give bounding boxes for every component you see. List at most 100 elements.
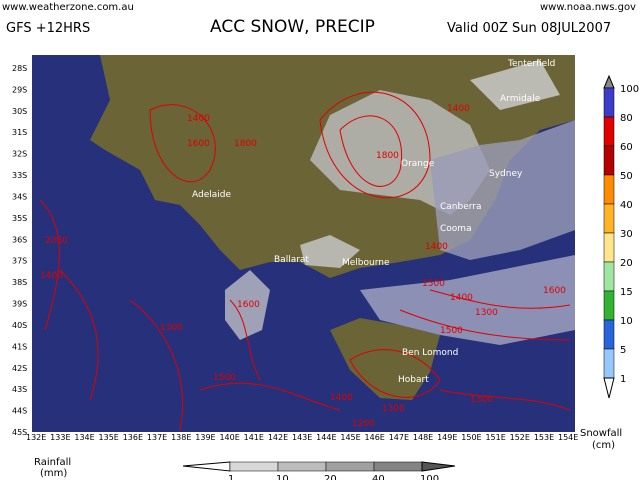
rain-legend-label: 10	[276, 474, 289, 480]
lat-label: 45S	[12, 428, 27, 437]
contour	[319, 91, 431, 199]
legend-cap	[182, 461, 231, 472]
legend-swatch	[277, 461, 327, 472]
legend-swatch	[603, 174, 615, 205]
contour-label: 1300	[160, 323, 183, 333]
snow-legend-label: 15	[620, 287, 633, 298]
city-labels: Tenterfield Armidale Orange Sydney Adela…	[192, 59, 555, 385]
source-url: www.noaa.nws.gov	[540, 2, 636, 13]
lon-label: 151E	[485, 433, 505, 442]
legend-swatch	[603, 87, 615, 118]
contour-label: 1400	[187, 114, 210, 124]
latitude-labels: 28S 29S 30S 31S 32S 33S 34S 35S 36S 37S 38S 39S 40S 4…	[12, 64, 27, 437]
contour-labels: 2050 1400 1300 1600 1500 1400 1300 1200 …	[40, 104, 566, 429]
lon-label: 139E	[195, 433, 215, 442]
contour-label: 1500	[422, 279, 445, 289]
contour-label: 1800	[376, 151, 399, 161]
rain-legend-label: 20	[324, 474, 337, 480]
contour-label: 1300	[475, 308, 498, 318]
lon-label: 149E	[437, 433, 457, 442]
legend-swatch	[603, 290, 615, 321]
legend-cap	[421, 461, 456, 472]
contour	[129, 299, 184, 431]
lat-label: 35S	[12, 214, 27, 223]
rain-legend-title: Rainfall	[34, 457, 71, 468]
snow-legend-unit: (cm)	[592, 440, 615, 451]
snow-legend-label: 5	[620, 345, 626, 356]
lat-label: 28S	[12, 64, 27, 73]
contour	[199, 382, 341, 411]
lat-label: 44S	[12, 407, 27, 416]
contour	[39, 199, 60, 331]
lon-label: 154E	[558, 433, 578, 442]
city-label: Hobart	[398, 375, 429, 385]
longitude-labels: 132E 133E 134E 135E 136E 137E 138E 139E 140E 141E…	[26, 433, 578, 442]
snow-legend-label: 1	[620, 374, 626, 385]
city-label: Adelaide	[192, 190, 231, 200]
rain-legend-label: 100	[420, 474, 439, 480]
contour-label: 1200	[352, 419, 375, 429]
contour-label: 1400	[450, 293, 473, 303]
lon-label: 145E	[340, 433, 360, 442]
snow-area	[470, 60, 560, 110]
contour	[439, 389, 571, 411]
city-label: Melbourne	[342, 258, 390, 268]
rain-legend-label: 40	[372, 474, 385, 480]
lat-label: 29S	[12, 85, 27, 94]
lon-label: 150E	[461, 433, 481, 442]
map	[32, 55, 575, 432]
rain-area	[430, 120, 575, 260]
lon-label: 144E	[316, 433, 336, 442]
lat-label: 42S	[12, 364, 27, 373]
map-title: ACC SNOW, PRECIP	[210, 17, 375, 37]
lat-label: 41S	[12, 342, 27, 351]
site-url: www.weatherzone.com.au	[2, 2, 134, 13]
lat-label: 37S	[12, 257, 27, 266]
lat-label: 38S	[12, 278, 27, 287]
snow-area	[300, 235, 360, 268]
snow-legend-label: 100	[620, 84, 639, 95]
lon-label: 142E	[268, 433, 288, 442]
city-label: Tenterfield	[507, 59, 555, 69]
legend-swatch	[603, 116, 615, 147]
legend-cap	[603, 74, 615, 89]
legend-swatch	[603, 348, 615, 379]
lon-label: 135E	[99, 433, 119, 442]
contour-label: 1500	[440, 326, 463, 336]
legend-swatch	[603, 232, 615, 263]
lat-label: 31S	[12, 128, 27, 137]
city-label: Ben Lomond	[402, 348, 458, 358]
contour-label: 1500	[213, 373, 236, 383]
contour	[429, 289, 571, 309]
lon-label: 137E	[147, 433, 167, 442]
contour-label: 1400	[40, 271, 63, 281]
contour-label: 1400	[330, 393, 353, 403]
city-label: Orange	[401, 159, 435, 169]
contour-label: 1400	[447, 104, 470, 114]
snow-legend-label: 30	[620, 229, 633, 240]
lon-label: 153E	[534, 433, 554, 442]
city-label: Canberra	[440, 202, 482, 212]
tasmania	[330, 318, 440, 400]
lon-label: 152E	[510, 433, 530, 442]
rain-legend-label: 1	[228, 474, 234, 480]
contour-label: 1600	[543, 286, 566, 296]
lat-label: 39S	[12, 300, 27, 309]
contour-label: 1300	[470, 395, 493, 405]
contour	[339, 115, 402, 187]
lat-label: 36S	[12, 235, 27, 244]
rain-area	[225, 270, 270, 340]
contour-label: 2050	[45, 236, 68, 246]
lon-label: 138E	[171, 433, 191, 442]
contour	[229, 299, 261, 381]
snow-legend-label: 60	[620, 142, 633, 153]
snowfall-legend: 100 80 60 50 40 30 20 15 10 5 1	[603, 74, 639, 399]
model-label: GFS +12HRS	[6, 21, 90, 36]
contour-label: 1400	[425, 242, 448, 252]
city-label: Cooma	[440, 224, 472, 234]
lon-label: 134E	[74, 433, 94, 442]
lon-label: 136E	[123, 433, 143, 442]
valid-time: Valid 00Z Sun 08JUL2007	[447, 21, 611, 36]
rain-legend-unit: (mm)	[40, 468, 67, 479]
